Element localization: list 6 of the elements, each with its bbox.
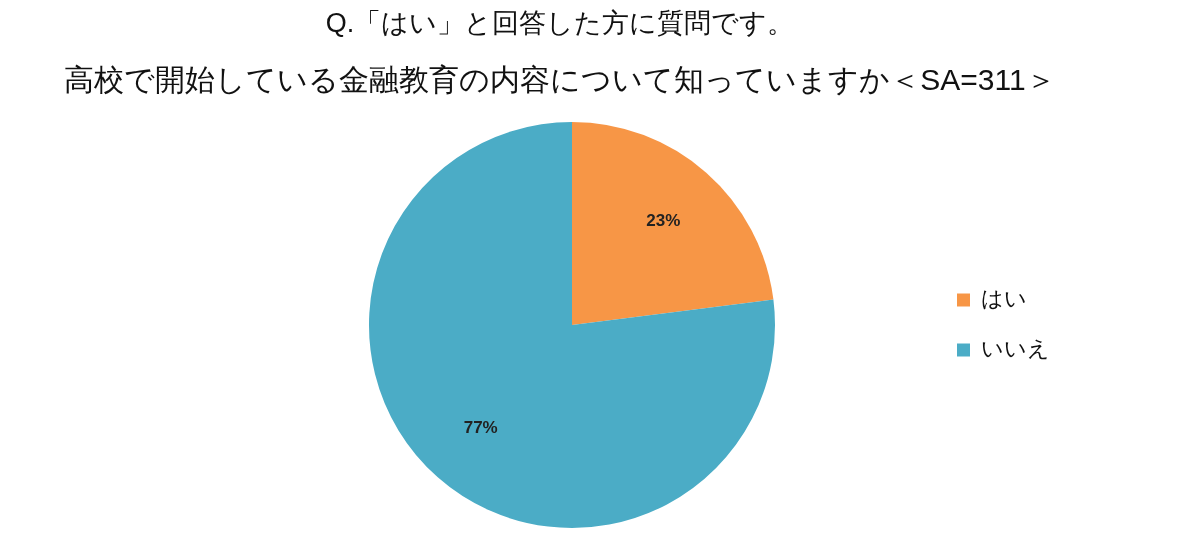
chart-title: Q.「はい」と回答した方に質問です。 [324,7,796,40]
chart-subtitle: 高校で開始している金融教育の内容について知っていますか＜SA=311＞ [63,62,1057,98]
legend-label: いいえ [981,336,1050,362]
legend-label: はい [981,286,1027,312]
data-label: 77% [463,418,498,438]
data-label: 23% [646,211,681,231]
